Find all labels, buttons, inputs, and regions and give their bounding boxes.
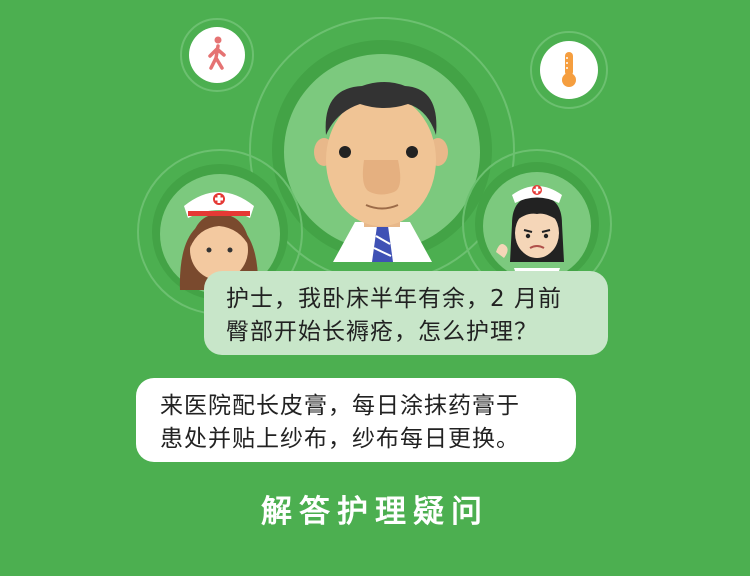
answer-line-1: 来医院配长皮膏，每日涂抹药膏于 [160, 393, 520, 419]
patient-character [249, 17, 515, 283]
question-bubble: 护士，我卧床半年有余，2 月前 臀部开始长褥疮，怎么护理？ [204, 271, 608, 355]
page-title: 解答护理疑问 [261, 494, 489, 530]
question-line-2: 臀部开始长褥疮，怎么护理？ [226, 319, 538, 345]
answer-line-2: 患处并贴上纱布，纱布每日更换。 [160, 426, 520, 452]
answer-bubble: 来医院配长皮膏，每日涂抹药膏于 患处并贴上纱布，纱布每日更换。 [136, 378, 576, 462]
walking-person-icon [180, 18, 254, 92]
question-line-1: 护士，我卧床半年有余，2 月前 [226, 286, 562, 312]
thermometer-icon [530, 31, 608, 109]
